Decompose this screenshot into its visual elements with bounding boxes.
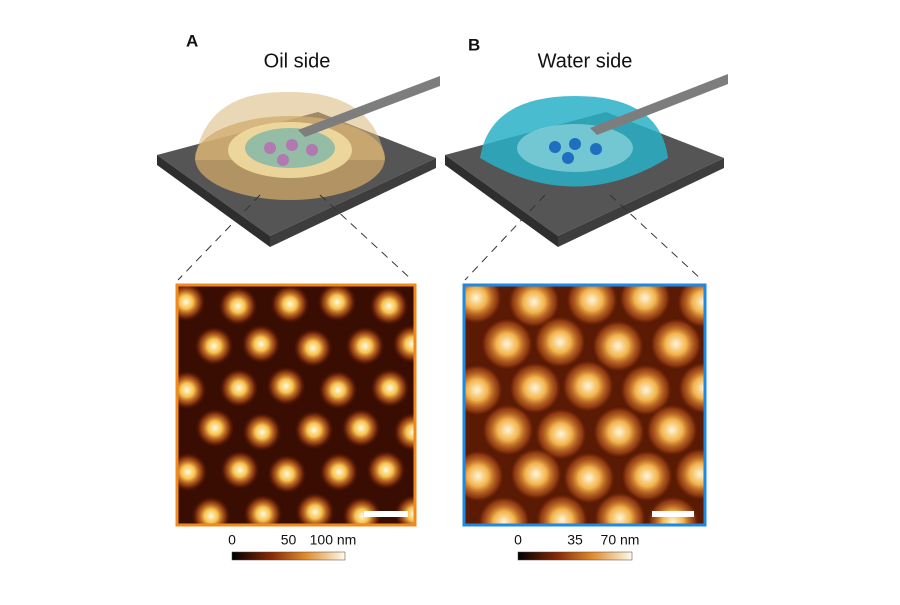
- afm-feature: [645, 403, 699, 457]
- afm-feature: [760, 319, 814, 373]
- afm-feature: [761, 405, 815, 459]
- afm-feature: [702, 331, 704, 353]
- afm-feature: [418, 454, 458, 494]
- afm-image-oil: [178, 284, 458, 524]
- afm-feature: [267, 454, 307, 494]
- afm-feature: [646, 495, 700, 524]
- panel-label: B: [468, 35, 480, 54]
- afm-feature: [195, 408, 235, 448]
- afm-feature: [677, 361, 704, 415]
- afm-feature: [178, 370, 207, 410]
- afm-feature: [242, 412, 282, 452]
- afm-feature: [266, 366, 306, 406]
- afm-feature: [480, 317, 534, 371]
- afm-feature: [220, 450, 260, 490]
- colorbar-label: 50: [281, 532, 297, 548]
- afm-feature: [270, 286, 310, 324]
- afm-feature: [370, 368, 410, 408]
- colorbar-label: 100 nm: [310, 532, 357, 548]
- scale-bar: [364, 511, 408, 517]
- colorbar-label: 0: [514, 532, 522, 548]
- afm-feature: [178, 452, 208, 492]
- afm-feature: [481, 403, 535, 457]
- afm-feature: [218, 286, 258, 326]
- afm-feature: [319, 452, 359, 492]
- afm-feature: [535, 493, 589, 524]
- afm-feature: [620, 449, 674, 503]
- afm-feature: [509, 447, 563, 501]
- afm-feature: [393, 412, 414, 452]
- afm-feature: [534, 407, 588, 461]
- afm-feature: [345, 326, 385, 366]
- afm-feature: [342, 496, 382, 524]
- afm-feature: [703, 426, 704, 442]
- afm-feature: [673, 447, 704, 501]
- afm-feature: [561, 359, 615, 413]
- afm-feature: [178, 286, 206, 322]
- afm-feature: [477, 495, 531, 524]
- image-frame: [175, 283, 417, 527]
- afm-image-water: [465, 273, 815, 547]
- afm-feature: [318, 370, 358, 410]
- afm-feature: [704, 493, 758, 547]
- panel-title: Water side: [538, 50, 633, 72]
- afm-feature: [465, 449, 505, 503]
- afm-feature: [562, 451, 616, 505]
- afm-feature: [241, 324, 281, 364]
- oil-illustration: [157, 76, 440, 281]
- afm-feature: [730, 359, 784, 413]
- afm-feature: [417, 366, 457, 406]
- afm-feature: [593, 491, 647, 524]
- colorbar: [517, 551, 633, 561]
- afm-feature: [619, 363, 673, 417]
- afm-feature: [341, 408, 381, 448]
- colorbar: [231, 551, 346, 561]
- afm-feature: [649, 317, 703, 371]
- afm-feature: [194, 326, 234, 366]
- afm-feature: [392, 324, 414, 364]
- afm-feature: [191, 496, 231, 524]
- afm-feature: [757, 491, 811, 545]
- afm-feature: [729, 273, 783, 327]
- afm-feature: [731, 451, 785, 505]
- panel-label: A: [186, 31, 198, 50]
- afm-feature: [294, 410, 334, 450]
- panel-title: Oil side: [264, 50, 331, 72]
- afm-feature: [317, 286, 357, 322]
- colorbar-label: 0: [228, 532, 236, 548]
- afm-feature: [618, 286, 672, 325]
- afm-feature: [366, 450, 406, 490]
- afm-feature: [416, 284, 456, 324]
- afm-feature: [293, 328, 333, 368]
- colorbar-label: 70 nm: [601, 532, 640, 548]
- scale-bar: [652, 511, 694, 517]
- colorbar-label: 35: [567, 532, 583, 548]
- afm-feature: [219, 368, 259, 408]
- afm-feature: [592, 405, 646, 459]
- afm-feature: [465, 286, 503, 325]
- afm-feature: [591, 319, 645, 373]
- afm-feature: [465, 363, 504, 417]
- afm-feature: [508, 361, 562, 415]
- afm-feature: [533, 315, 587, 369]
- water-illustration: [445, 74, 728, 281]
- afm-feature: [369, 286, 409, 326]
- afm-feature: [295, 492, 335, 524]
- image-frame: [462, 283, 707, 527]
- afm-feature: [243, 494, 283, 524]
- afm-feature: [565, 286, 619, 327]
